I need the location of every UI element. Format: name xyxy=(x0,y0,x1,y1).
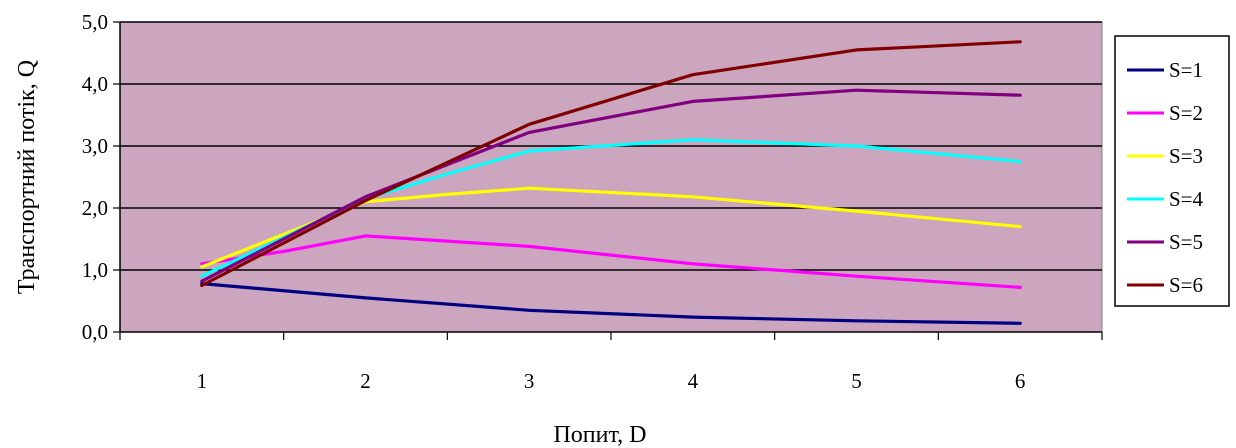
y-tick-label: 1,0 xyxy=(82,258,108,282)
legend-item-label: S=6 xyxy=(1169,273,1203,297)
series-line-4 xyxy=(200,138,1022,278)
x-tick-label: 4 xyxy=(688,369,699,393)
legend-item-label: S=4 xyxy=(1169,187,1204,211)
y-tick-label: 3,0 xyxy=(82,134,108,158)
x-tick-label: 5 xyxy=(851,369,862,393)
series-line-1 xyxy=(200,282,1022,325)
legend-item-label: S=5 xyxy=(1169,230,1203,254)
y-tick-labels: 0,0 1,0 2,0 3,0 4,0 5,0 xyxy=(82,10,108,344)
x-tick-label: 2 xyxy=(360,369,371,393)
legend-item-label: S=1 xyxy=(1169,58,1203,82)
series-line-2 xyxy=(200,234,1022,289)
legend-box xyxy=(1114,35,1230,307)
y-tick-label: 0,0 xyxy=(82,320,108,344)
x-tick-label: 3 xyxy=(524,369,535,393)
legend: S=1 S=2 S=3 S=4 S=5 S=6 xyxy=(1114,35,1230,307)
series-line-5 xyxy=(200,88,1022,283)
y-axis-title: Транспортний потік, Q xyxy=(14,60,40,294)
x-tick-label: 6 xyxy=(1015,369,1026,393)
plot-area xyxy=(119,21,1103,333)
series-lines xyxy=(200,40,1022,325)
y-tick-label: 2,0 xyxy=(82,196,108,220)
y-tick-label: 5,0 xyxy=(82,10,108,34)
series-line-6 xyxy=(200,40,1022,288)
legend-item-label: S=2 xyxy=(1169,101,1203,125)
x-axis-title: Попит, D xyxy=(553,422,646,448)
legend-item-label: S=3 xyxy=(1169,144,1203,168)
y-tick-label: 4,0 xyxy=(82,72,108,96)
x-tick-label: 1 xyxy=(197,369,208,393)
x-tick-labels: 1 2 3 4 5 6 xyxy=(119,332,1103,393)
